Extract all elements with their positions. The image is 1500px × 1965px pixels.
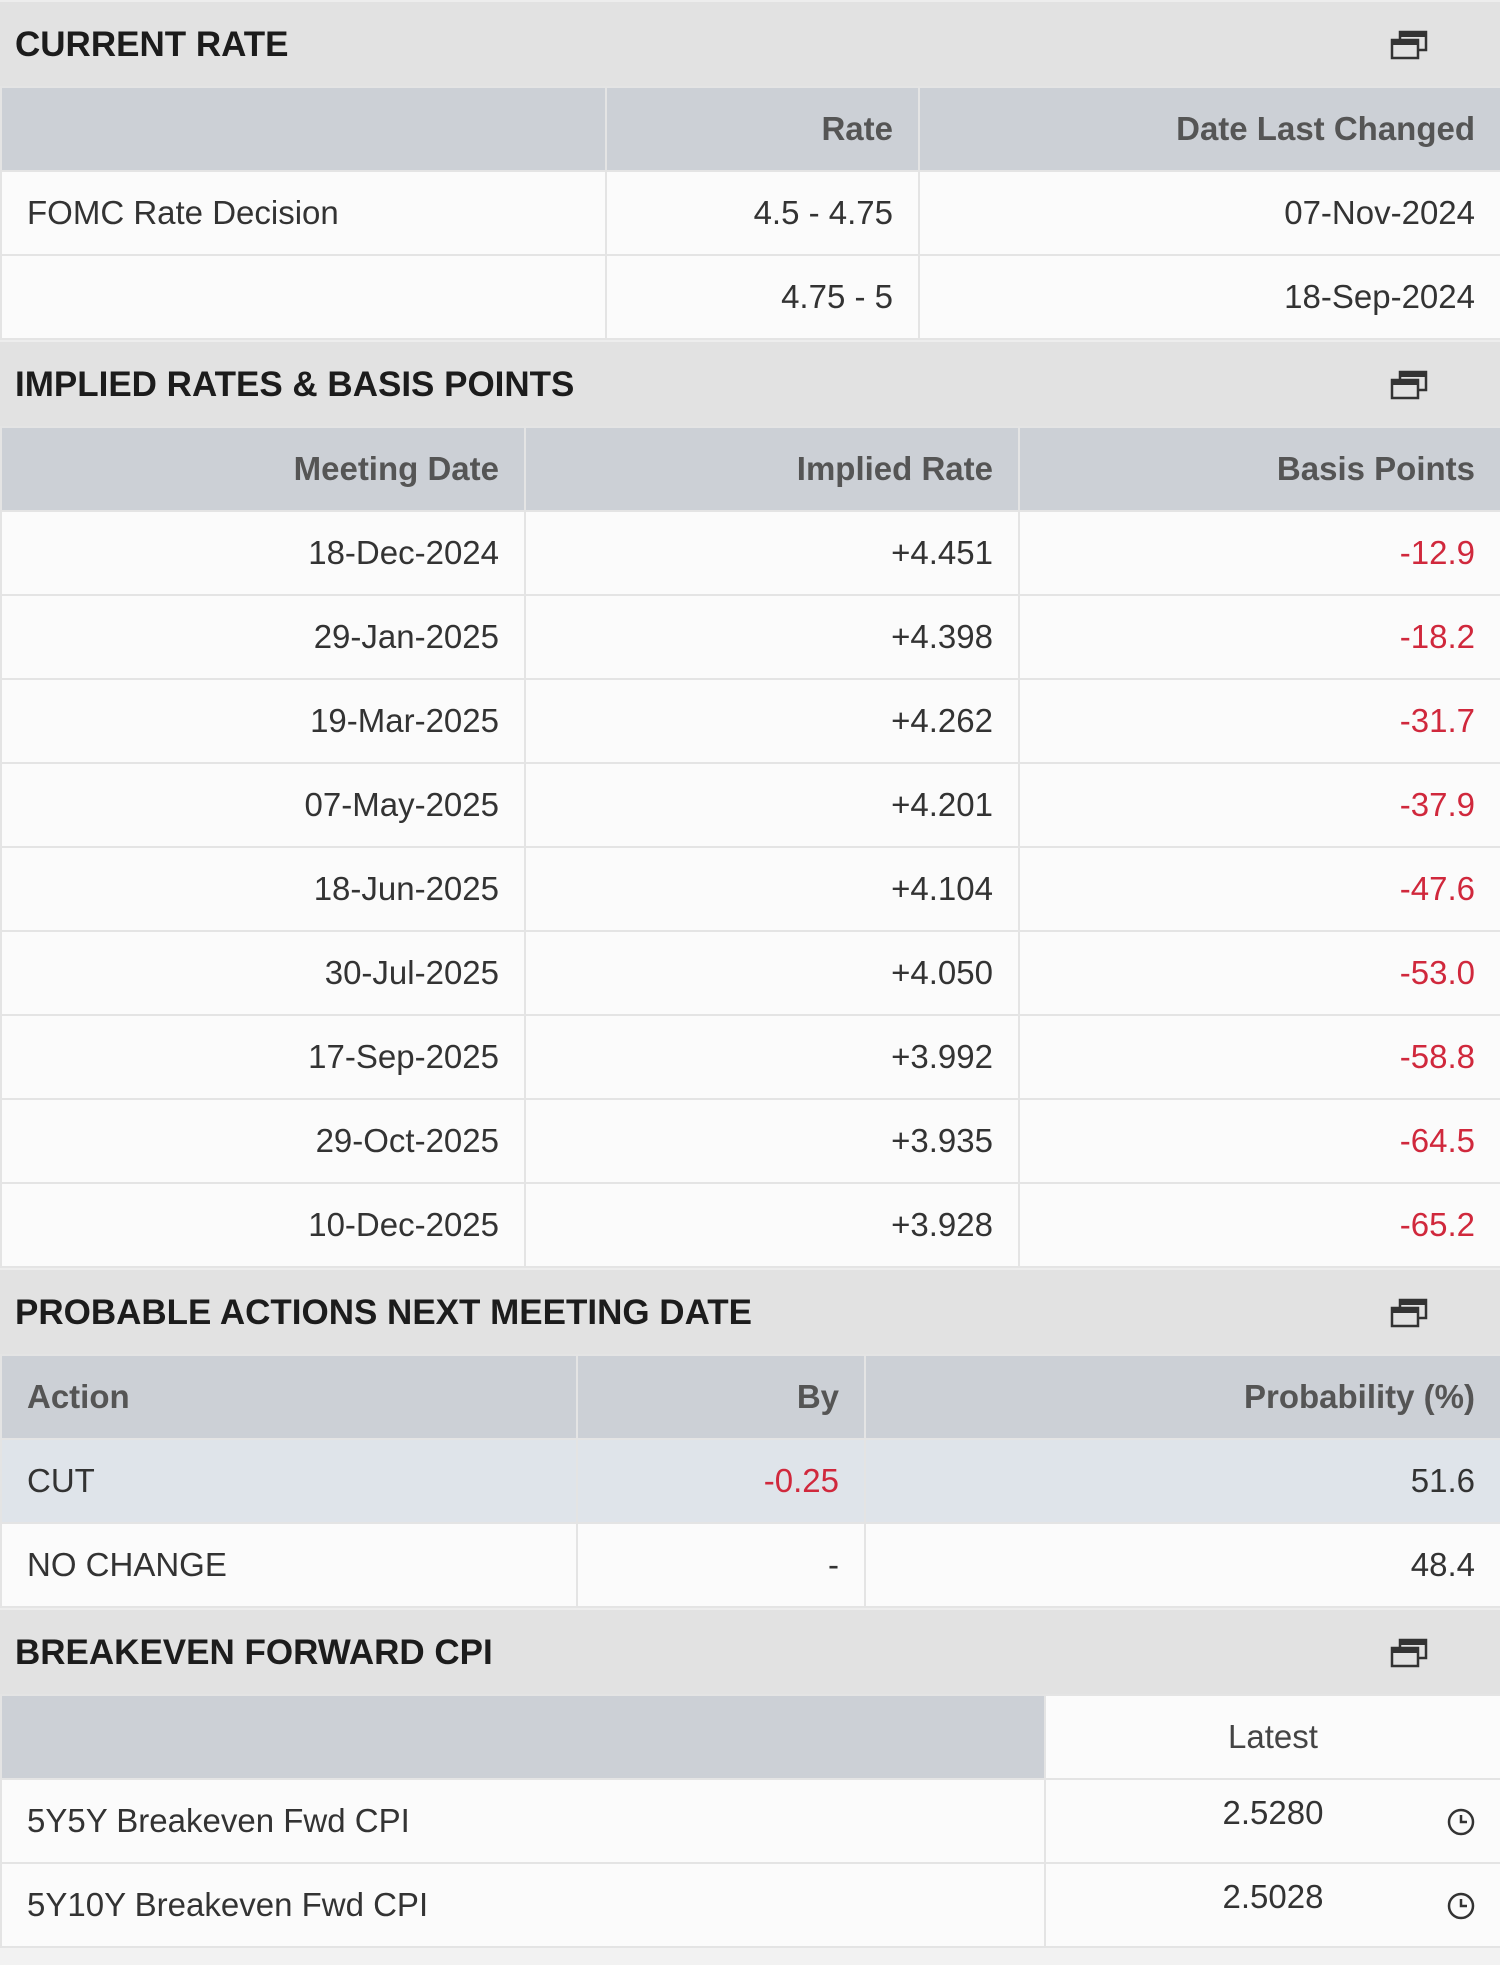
table-row: 5Y5Y Breakeven Fwd CPI 2.5280 <box>0 1778 1500 1864</box>
section-title: BREAKEVEN FORWARD CPI <box>15 1633 493 1672</box>
data-table: Action By Probability (%) CUT -0.25 51.6 NO CH… <box>0 1354 1500 1608</box>
section-title: IMPLIED RATES & BASIS POINTS <box>15 365 575 404</box>
header-row: Action By Probability (%) <box>0 1354 1500 1440</box>
table-row: CUT -0.25 51.6 <box>0 1438 1500 1524</box>
table-cell: +4.050 <box>524 930 1020 1016</box>
table-cell: +4.104 <box>524 846 1020 932</box>
table-cell: +4.451 <box>524 510 1020 596</box>
section-header: PROBABLE ACTIONS NEXT MEETING DATE <box>0 1268 1500 1354</box>
table-cell <box>0 254 607 340</box>
table-cell: +3.992 <box>524 1014 1020 1100</box>
table-cell: -0.25 <box>576 1438 866 1524</box>
clock-icon[interactable] <box>1446 1891 1476 1921</box>
table-cell: NO CHANGE <box>0 1522 578 1608</box>
table-cell: 5Y10Y Breakeven Fwd CPI <box>0 1862 1046 1948</box>
header-row: Rate Date Last Changed <box>0 86 1500 172</box>
cell-value: 2.5280 <box>1222 1794 1324 1831</box>
table-cell: -53.0 <box>1018 930 1500 1016</box>
column-header: Meeting Date <box>0 426 526 512</box>
table-cell: -18.2 <box>1018 594 1500 680</box>
table-cell: -31.7 <box>1018 678 1500 764</box>
table-cell: -12.9 <box>1018 510 1500 596</box>
popout-icon[interactable] <box>1390 30 1428 60</box>
table-cell: -64.5 <box>1018 1098 1500 1184</box>
popout-icon[interactable] <box>1390 370 1428 400</box>
table-cell: 17-Sep-2025 <box>0 1014 526 1100</box>
table-cell: 18-Dec-2024 <box>0 510 526 596</box>
table-row: 30-Jul-2025 +4.050 -53.0 <box>0 930 1500 1016</box>
data-table: Meeting Date Implied Rate Basis Points 18-D… <box>0 426 1500 1268</box>
column-header: Implied Rate <box>524 426 1020 512</box>
column-header: Rate <box>605 86 920 172</box>
table-cell: 18-Jun-2025 <box>0 846 526 932</box>
table-cell: 2.5028 <box>1044 1862 1500 1948</box>
table-cell: 5Y5Y Breakeven Fwd CPI <box>0 1778 1046 1864</box>
table-cell: -47.6 <box>1018 846 1500 932</box>
column-header <box>0 1694 1046 1780</box>
data-table: Latest 5Y5Y Breakeven Fwd CPI 2.5280 5Y10Y … <box>0 1694 1500 1948</box>
column-header: Action <box>0 1354 578 1440</box>
section-header: CURRENT RATE <box>0 0 1500 86</box>
table-cell: 48.4 <box>864 1522 1500 1608</box>
table-row: 19-Mar-2025 +4.262 -31.7 <box>0 678 1500 764</box>
table-row: FOMC Rate Decision 4.5 - 4.75 07-Nov-2024 <box>0 170 1500 256</box>
table-cell: 07-Nov-2024 <box>918 170 1500 256</box>
table-cell: 4.5 - 4.75 <box>605 170 920 256</box>
table-cell: - <box>576 1522 866 1608</box>
table-cell: 2.5280 <box>1044 1778 1500 1864</box>
column-header <box>0 86 607 172</box>
table-cell: +3.935 <box>524 1098 1020 1184</box>
column-header: Basis Points <box>1018 426 1500 512</box>
table-cell: +4.201 <box>524 762 1020 848</box>
cell-value: 2.5028 <box>1222 1878 1324 1915</box>
table-cell: FOMC Rate Decision <box>0 170 607 256</box>
column-header: Latest <box>1044 1694 1500 1780</box>
table-row: 18-Dec-2024 +4.451 -12.9 <box>0 510 1500 596</box>
table-cell: -37.9 <box>1018 762 1500 848</box>
table-cell: -65.2 <box>1018 1182 1500 1268</box>
table-row: 17-Sep-2025 +3.992 -58.8 <box>0 1014 1500 1100</box>
table-row: 18-Jun-2025 +4.104 -47.6 <box>0 846 1500 932</box>
table-cell: 29-Jan-2025 <box>0 594 526 680</box>
table-row: 5Y10Y Breakeven Fwd CPI 2.5028 <box>0 1862 1500 1948</box>
table-cell: 07-May-2025 <box>0 762 526 848</box>
popout-icon[interactable] <box>1390 1298 1428 1328</box>
header-row: Latest <box>0 1694 1500 1780</box>
section: CURRENT RATE Rate Date Last Changed FOMC Ra… <box>0 0 1500 340</box>
header-row: Meeting Date Implied Rate Basis Points <box>0 426 1500 512</box>
table-row: 29-Oct-2025 +3.935 -64.5 <box>0 1098 1500 1184</box>
column-header: Probability (%) <box>864 1354 1500 1440</box>
table-cell: CUT <box>0 1438 578 1524</box>
table-row: 4.75 - 5 18-Sep-2024 <box>0 254 1500 340</box>
column-header: By <box>576 1354 866 1440</box>
table-cell: 10-Dec-2025 <box>0 1182 526 1268</box>
data-table: Rate Date Last Changed FOMC Rate Decision 4… <box>0 86 1500 340</box>
table-row: NO CHANGE -48.4 <box>0 1522 1500 1608</box>
table-cell: 18-Sep-2024 <box>918 254 1500 340</box>
section-header: BREAKEVEN FORWARD CPI <box>0 1608 1500 1694</box>
section: PROBABLE ACTIONS NEXT MEETING DATE Action… <box>0 1268 1500 1608</box>
table-cell: 51.6 <box>864 1438 1500 1524</box>
table-row: 07-May-2025 +4.201 -37.9 <box>0 762 1500 848</box>
popout-icon[interactable] <box>1390 1638 1428 1668</box>
section-title: PROBABLE ACTIONS NEXT MEETING DATE <box>15 1293 752 1332</box>
table-cell: 29-Oct-2025 <box>0 1098 526 1184</box>
section: BREAKEVEN FORWARD CPI Latest 5Y5Y Breakeve… <box>0 1608 1500 1948</box>
section-header: IMPLIED RATES & BASIS POINTS <box>0 340 1500 426</box>
table-cell: +4.262 <box>524 678 1020 764</box>
table-cell: 4.75 - 5 <box>605 254 920 340</box>
table-cell: 19-Mar-2025 <box>0 678 526 764</box>
section-title: CURRENT RATE <box>15 25 289 64</box>
section: IMPLIED RATES & BASIS POINTS Meeting Date… <box>0 340 1500 1268</box>
table-cell: -58.8 <box>1018 1014 1500 1100</box>
clock-icon[interactable] <box>1446 1807 1476 1837</box>
table-row: 29-Jan-2025 +4.398 -18.2 <box>0 594 1500 680</box>
column-header: Date Last Changed <box>918 86 1500 172</box>
table-cell: +4.398 <box>524 594 1020 680</box>
table-row: 10-Dec-2025 +3.928 -65.2 <box>0 1182 1500 1268</box>
table-cell: +3.928 <box>524 1182 1020 1268</box>
table-cell: 30-Jul-2025 <box>0 930 526 1016</box>
